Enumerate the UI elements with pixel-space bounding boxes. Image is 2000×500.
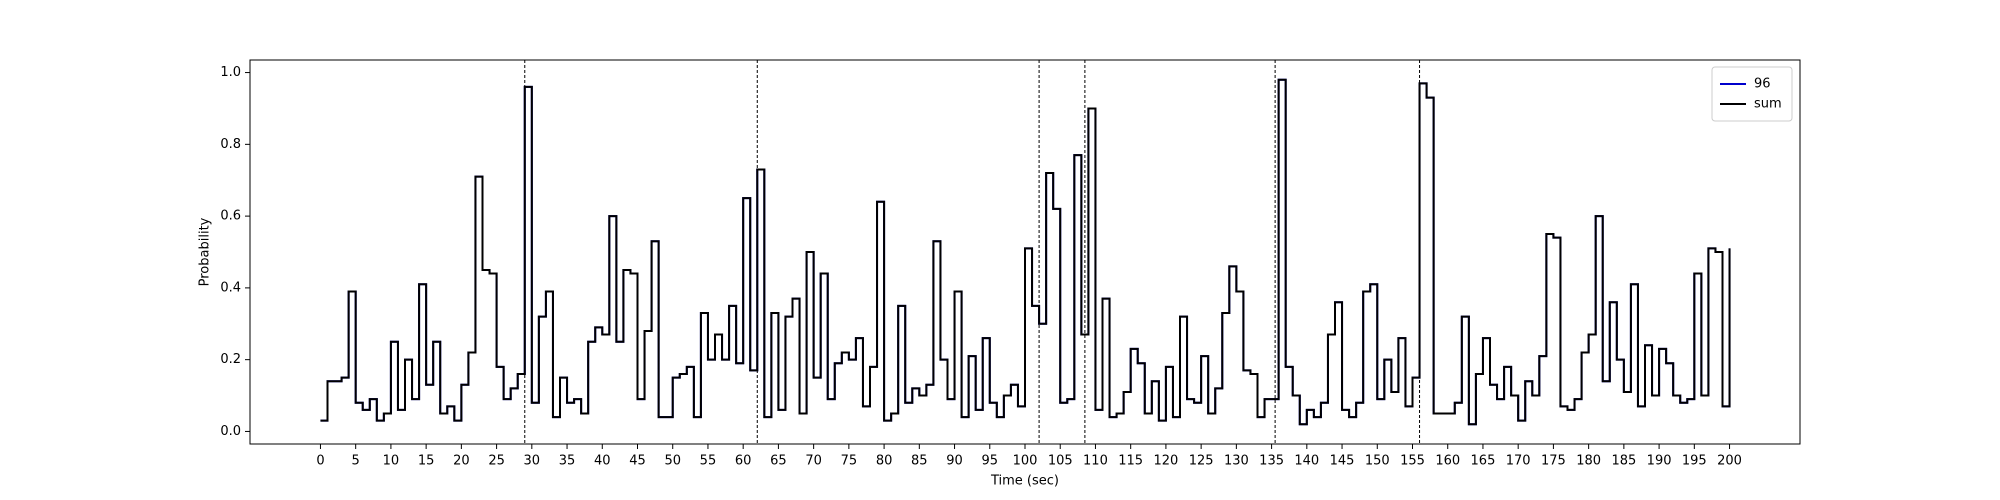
x-tick-label: 0: [316, 454, 324, 469]
x-tick-label: 130: [1224, 454, 1249, 469]
x-tick-label: 20: [453, 454, 470, 469]
legend-box: [1711, 66, 1793, 122]
x-tick-label: 110: [1083, 454, 1108, 469]
x-tick-label: 115: [1118, 454, 1143, 469]
x-tick-label: 95: [981, 454, 998, 469]
x-tick-label: 140: [1294, 454, 1319, 469]
x-tick-label: 150: [1365, 454, 1390, 469]
x-tick-label: 80: [876, 454, 893, 469]
y-tick-label: 0.8: [220, 137, 241, 152]
x-tick-label: 170: [1506, 454, 1531, 469]
y-tick-label: 0.4: [220, 280, 241, 295]
x-tick-label: 70: [805, 454, 822, 469]
legend-label: sum: [1754, 97, 1782, 112]
x-tick-label: 120: [1153, 454, 1178, 469]
x-tick-label: 185: [1611, 454, 1636, 469]
x-tick-label: 30: [524, 454, 541, 469]
x-tick-label: 145: [1330, 454, 1355, 469]
x-tick-label: 165: [1471, 454, 1496, 469]
x-tick-label: 90: [946, 454, 963, 469]
x-tick-label: 85: [911, 454, 928, 469]
x-tick-label: 190: [1647, 454, 1672, 469]
x-tick-label: 180: [1576, 454, 1601, 469]
x-tick-label: 25: [488, 454, 505, 469]
x-tick-label: 45: [629, 454, 646, 469]
x-tick-label: 135: [1259, 454, 1284, 469]
legend-label: 96: [1754, 77, 1771, 92]
x-axis-label: Time (sec): [990, 474, 1059, 489]
x-tick-label: 35: [559, 454, 576, 469]
x-tick-label: 10: [383, 454, 400, 469]
x-tick-label: 155: [1400, 454, 1425, 469]
x-tick-label: 75: [841, 454, 858, 469]
series-line: [320, 78, 1731, 426]
x-tick-label: 105: [1048, 454, 1073, 469]
y-tick-label: 0.0: [220, 424, 241, 439]
x-tick-label: 175: [1541, 454, 1566, 469]
x-tick-label: 100: [1013, 454, 1038, 469]
x-tick-label: 55: [700, 454, 717, 469]
x-tick-label: 125: [1189, 454, 1214, 469]
x-tick-label: 65: [770, 454, 787, 469]
x-tick-label: 60: [735, 454, 752, 469]
y-tick-label: 0.2: [220, 352, 241, 367]
x-tick-label: 40: [594, 454, 611, 469]
y-tick-label: 0.6: [220, 209, 241, 224]
x-tick-label: 195: [1682, 454, 1707, 469]
y-tick-label: 1.0: [220, 65, 241, 80]
x-tick-label: 5: [352, 454, 360, 469]
x-tick-label: 15: [418, 454, 435, 469]
x-tick-label: 160: [1435, 454, 1460, 469]
x-tick-label: 200: [1717, 454, 1742, 469]
x-tick-label: 50: [664, 454, 681, 469]
y-axis-label: Probability: [198, 217, 213, 286]
